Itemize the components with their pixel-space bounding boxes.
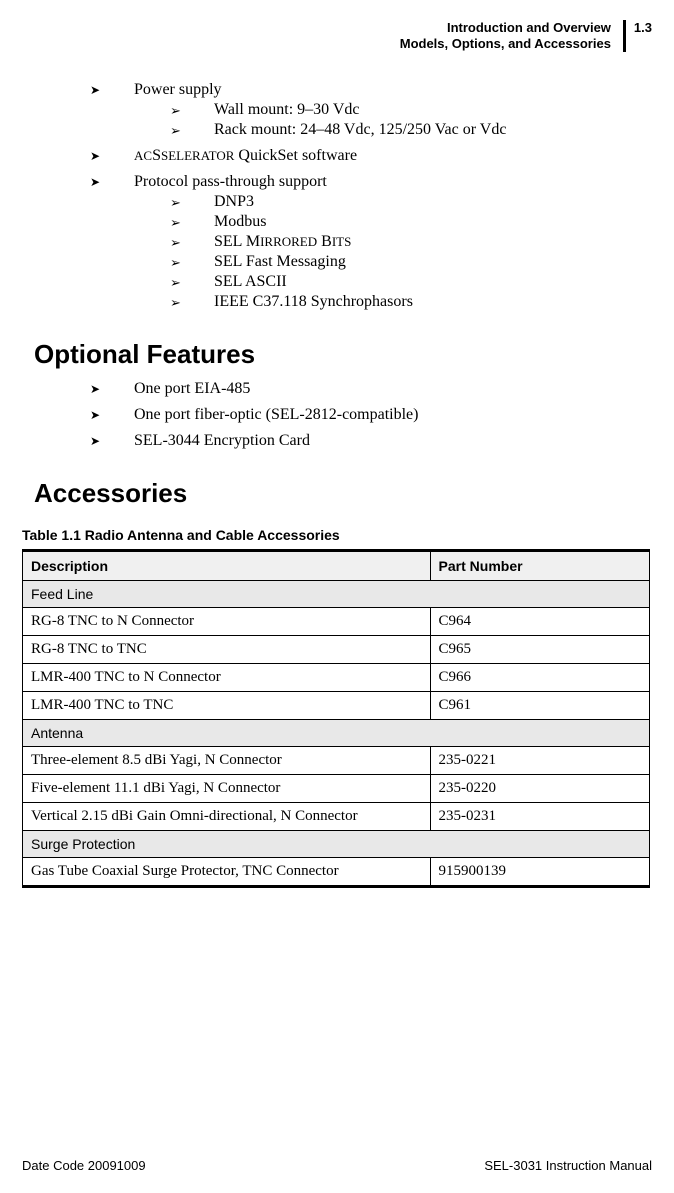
list-label: SEL MIRRORED BITS [214, 233, 351, 250]
cell-part: C961 [430, 691, 649, 719]
cell-desc: RG-8 TNC to N Connector [23, 607, 431, 635]
list-item: SEL MIRRORED BITS [134, 233, 650, 251]
list-item: One port EIA-485 [90, 380, 650, 398]
list-label: Power supply [134, 81, 222, 98]
footer-manual-title: SEL-3031 Instruction Manual [484, 1158, 652, 1173]
table-caption: Table 1.1 Radio Antenna and Cable Access… [22, 527, 650, 543]
col-part-number: Part Number [430, 550, 649, 580]
col-description: Description [23, 550, 431, 580]
cell-desc: Five-element 11.1 dBi Yagi, N Connector [23, 774, 431, 802]
cell-desc: LMR-400 TNC to TNC [23, 691, 431, 719]
list-item: One port fiber-optic (SEL-2812-compatibl… [90, 406, 650, 424]
list-label: Rack mount: 24–48 Vdc, 125/250 Vac or Vd… [214, 121, 506, 138]
list-label: SEL-3044 Encryption Card [134, 432, 310, 449]
header-page-number: 1.3 [634, 20, 652, 35]
list-item: Protocol pass-through support DNP3 Modbu… [90, 173, 650, 311]
list-label: One port EIA-485 [134, 380, 250, 397]
section-label: Antenna [23, 719, 650, 746]
table-row: RG-8 TNC to N ConnectorC964 [23, 607, 650, 635]
list-item: SEL ASCII [134, 273, 650, 291]
cell-desc: Gas Tube Coaxial Surge Protector, TNC Co… [23, 857, 431, 886]
table-row: Five-element 11.1 dBi Yagi, N Connector2… [23, 774, 650, 802]
cell-desc: Three-element 8.5 dBi Yagi, N Connector [23, 746, 431, 774]
sublist: DNP3 Modbus SEL MIRRORED BITS SEL Fast M… [134, 193, 650, 311]
list-item: SEL Fast Messaging [134, 253, 650, 271]
cell-desc: RG-8 TNC to TNC [23, 635, 431, 663]
cell-desc: Vertical 2.15 dBi Gain Omni-directional,… [23, 802, 431, 830]
list-label: ACSSELERATOR QuickSet software [134, 147, 357, 164]
list-label: Wall mount: 9–30 Vdc [214, 101, 360, 118]
cell-part: C965 [430, 635, 649, 663]
list-item: Wall mount: 9–30 Vdc [134, 101, 650, 119]
list-item: SEL-3044 Encryption Card [90, 432, 650, 450]
header-divider [623, 20, 626, 52]
list-label: DNP3 [214, 193, 254, 210]
list-item: ACSSELERATOR QuickSet software [90, 147, 650, 165]
content: Power supply Wall mount: 9–30 Vdc Rack m… [22, 81, 652, 888]
page-header: Introduction and Overview Models, Option… [22, 20, 652, 53]
cell-part: 915900139 [430, 857, 649, 886]
header-chapter: Introduction and Overview [400, 20, 611, 36]
list-item: Power supply Wall mount: 9–30 Vdc Rack m… [90, 81, 650, 139]
cell-part: C966 [430, 663, 649, 691]
list-label: SEL Fast Messaging [214, 253, 346, 270]
table-section-row: Surge Protection [23, 830, 650, 857]
table-section-row: Feed Line [23, 580, 650, 607]
table-section-row: Antenna [23, 719, 650, 746]
page: Introduction and Overview Models, Option… [0, 0, 674, 1193]
accessories-heading: Accessories [34, 478, 650, 509]
cell-part: 235-0221 [430, 746, 649, 774]
list-label: Protocol pass-through support [134, 173, 327, 190]
list-item: Rack mount: 24–48 Vdc, 125/250 Vac or Vd… [134, 121, 650, 139]
cell-desc: LMR-400 TNC to N Connector [23, 663, 431, 691]
feature-list: Power supply Wall mount: 9–30 Vdc Rack m… [90, 81, 650, 311]
list-item: Modbus [134, 213, 650, 231]
list-label: IEEE C37.118 Synchrophasors [214, 293, 413, 310]
list-label: One port fiber-optic (SEL-2812-compatibl… [134, 406, 418, 423]
table-row: LMR-400 TNC to TNCC961 [23, 691, 650, 719]
list-label: Modbus [214, 213, 266, 230]
section-label: Surge Protection [23, 830, 650, 857]
table-row: LMR-400 TNC to N ConnectorC966 [23, 663, 650, 691]
table-row: Gas Tube Coaxial Surge Protector, TNC Co… [23, 857, 650, 886]
optional-list: One port EIA-485 One port fiber-optic (S… [90, 380, 650, 450]
sublist: Wall mount: 9–30 Vdc Rack mount: 24–48 V… [134, 101, 650, 139]
table-row: Vertical 2.15 dBi Gain Omni-directional,… [23, 802, 650, 830]
table-header-row: Description Part Number [23, 550, 650, 580]
section-label: Feed Line [23, 580, 650, 607]
list-label: SEL ASCII [214, 273, 287, 290]
table-row: Three-element 8.5 dBi Yagi, N Connector2… [23, 746, 650, 774]
cell-part: 235-0231 [430, 802, 649, 830]
page-footer: Date Code 20091009 SEL-3031 Instruction … [22, 1158, 652, 1173]
accessories-table: Description Part Number Feed Line RG-8 T… [22, 549, 650, 888]
cell-part: 235-0220 [430, 774, 649, 802]
header-text: Introduction and Overview Models, Option… [400, 20, 621, 53]
cell-part: C964 [430, 607, 649, 635]
table-row: RG-8 TNC to TNCC965 [23, 635, 650, 663]
footer-date-code: Date Code 20091009 [22, 1158, 146, 1173]
header-section: Models, Options, and Accessories [400, 36, 611, 52]
list-item: IEEE C37.118 Synchrophasors [134, 293, 650, 311]
optional-features-heading: Optional Features [34, 339, 650, 370]
list-item: DNP3 [134, 193, 650, 211]
